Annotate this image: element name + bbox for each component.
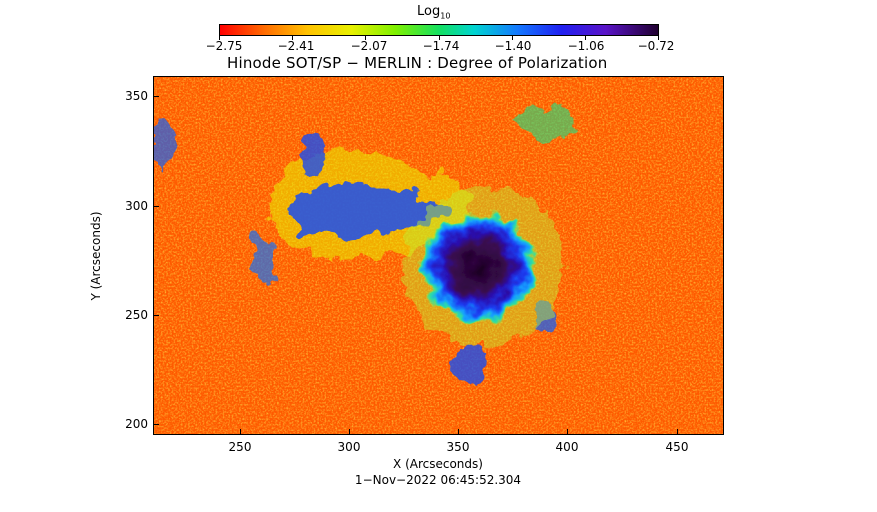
colorbar-tick-mark	[658, 36, 659, 40]
colorbar-title-main: Log	[417, 4, 441, 19]
colorbar-title-subscript: 10	[440, 11, 451, 21]
y-tick-mark	[153, 206, 159, 207]
x-axis-label: X (Arcseconds)	[393, 457, 483, 471]
colorbar-tick-label: −2.41	[277, 39, 315, 53]
colorbar-tick-label: −1.74	[422, 39, 460, 53]
x-tick-mark	[567, 429, 568, 435]
x-tick-label: 450	[665, 440, 689, 454]
y-tick-mark	[153, 96, 159, 97]
colorbar-tick-mark	[292, 36, 293, 40]
x-tick-label: 400	[555, 440, 579, 454]
x-tick-mark	[677, 429, 678, 435]
colorbar-tick-mark	[365, 36, 366, 40]
polarization-map-image	[154, 77, 723, 434]
y-tick-label: 250	[125, 308, 148, 322]
colorbar-tick-mark	[439, 36, 440, 40]
figure-title: Hinode SOT/SP − MERLIN : Degree of Polar…	[227, 54, 608, 72]
colorbar-tick-mark	[585, 36, 586, 40]
colorbar	[219, 24, 659, 36]
colorbar-tick-label: −1.40	[494, 39, 532, 53]
x-tick-mark	[240, 429, 241, 435]
y-tick-mark	[153, 315, 159, 316]
colorbar-tick-label: −2.75	[205, 39, 243, 53]
y-tick-label: 200	[125, 417, 148, 431]
y-tick-mark	[153, 424, 159, 425]
x-tick-label: 350	[446, 440, 470, 454]
polarization-map	[153, 76, 724, 435]
x-tick-label: 300	[337, 440, 361, 454]
colorbar-tick-mark	[512, 36, 513, 40]
colorbar-tick-label: −2.07	[350, 39, 388, 53]
colorbar-tick-mark	[219, 36, 220, 40]
y-tick-label: 300	[125, 199, 148, 213]
colorbar-title: Log10	[417, 4, 450, 21]
y-tick-label: 350	[125, 89, 148, 103]
y-axis-label: Y (Arcseconds)	[89, 211, 103, 301]
timestamp: 1−Nov−2022 06:45:52.304	[354, 473, 522, 487]
x-tick-mark	[458, 429, 459, 435]
colorbar-tick-label: −1.06	[567, 39, 605, 53]
x-tick-mark	[349, 429, 350, 435]
x-tick-label: 250	[228, 440, 252, 454]
colorbar-tick-label: −0.72	[637, 39, 675, 53]
